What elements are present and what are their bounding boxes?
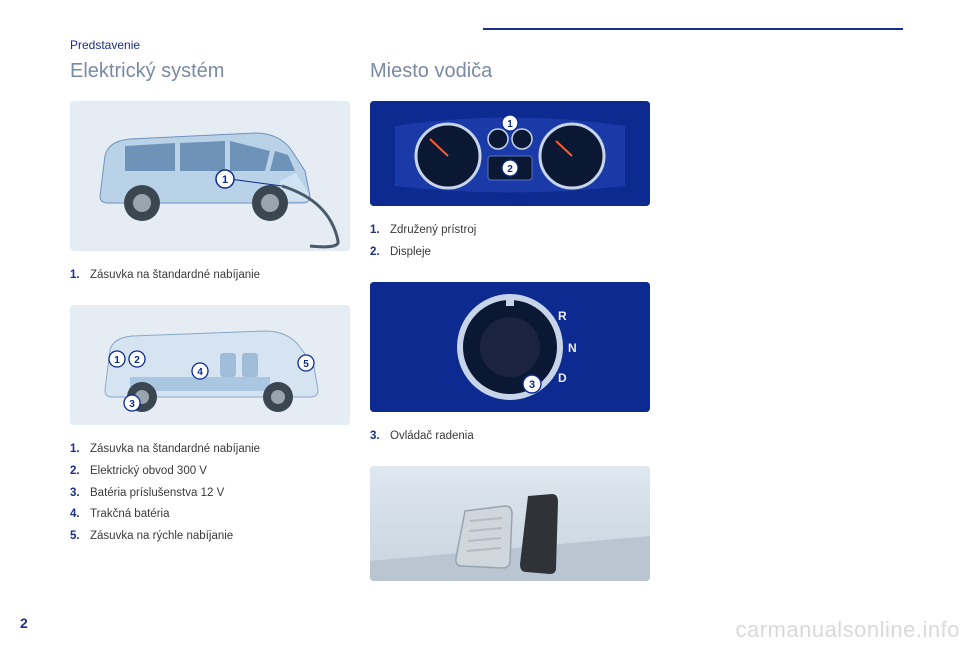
figure-van-cutaway: 1 2 3 4 5 xyxy=(70,305,350,425)
svg-text:2: 2 xyxy=(507,164,513,175)
legend-item: 4.Trakčná batéria xyxy=(70,504,370,526)
legend-fig1: 1.Zásuvka na štandardné nabíjanie xyxy=(70,265,370,287)
breadcrumb: Predstavenie xyxy=(70,38,140,52)
legend-item: 2.Displeje xyxy=(370,242,670,264)
watermark: carmanualsonline.info xyxy=(735,617,960,643)
legend-item: 3.Ovládač radenia xyxy=(370,426,670,448)
figure-van-charging: 1 xyxy=(70,101,350,251)
column-left: Elektrický systém xyxy=(70,60,370,566)
figure-pedals xyxy=(370,466,650,581)
header-rule xyxy=(483,28,903,30)
svg-text:5: 5 xyxy=(303,359,309,370)
svg-text:3: 3 xyxy=(529,379,535,391)
section-title-driver: Miesto vodiča xyxy=(370,60,670,83)
svg-text:R: R xyxy=(558,309,567,323)
section-title-electrical: Elektrický systém xyxy=(70,60,370,83)
figure-instrument-cluster: 1 2 xyxy=(370,101,650,206)
legend-cluster: 1.Združený prístroj 2.Displeje xyxy=(370,220,670,264)
svg-text:N: N xyxy=(568,341,577,355)
legend-item: 3.Batéria príslušenstva 12 V xyxy=(70,483,370,505)
legend-item: 1.Zásuvka na štandardné nabíjanie xyxy=(70,439,370,461)
callout-1: 1 xyxy=(222,174,228,186)
page-number: 2 xyxy=(20,615,28,631)
figure-gear-selector: R N D 3 xyxy=(370,282,650,412)
legend-item: 1.Združený prístroj xyxy=(370,220,670,242)
legend-item: 5.Zásuvka na rýchle nabíjanie xyxy=(70,526,370,548)
svg-text:D: D xyxy=(558,371,567,385)
svg-text:2: 2 xyxy=(134,355,140,366)
svg-text:1: 1 xyxy=(507,119,513,130)
svg-text:3: 3 xyxy=(129,399,135,410)
column-right: Miesto vodiča 1 xyxy=(370,60,670,595)
svg-text:4: 4 xyxy=(197,367,203,378)
legend-item: 2.Elektrický obvod 300 V xyxy=(70,461,370,483)
legend-item: 1.Zásuvka na štandardné nabíjanie xyxy=(70,265,370,287)
legend-fig2: 1.Zásuvka na štandardné nabíjanie 2.Elek… xyxy=(70,439,370,548)
svg-text:1: 1 xyxy=(114,355,120,366)
legend-selector: 3.Ovládač radenia xyxy=(370,426,670,448)
